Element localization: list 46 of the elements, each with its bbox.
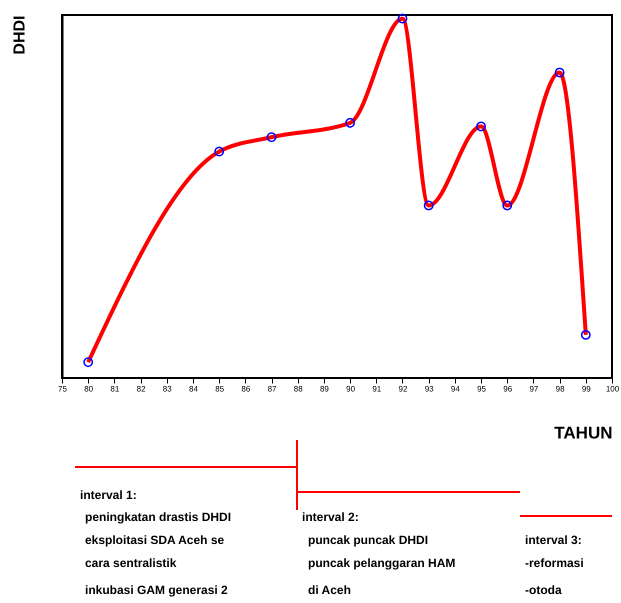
- point: [476, 121, 486, 132]
- point: [580, 330, 591, 340]
- text: puncak puncak DHDI: [308, 533, 428, 547]
- x-tick-label: 95: [477, 384, 487, 394]
- point: [214, 146, 224, 156]
- x-tick-label: 80: [84, 384, 94, 394]
- x-tick-label: 86: [241, 384, 251, 394]
- x-tick-label: 92: [398, 384, 408, 394]
- x-tick-label: 83: [162, 384, 172, 394]
- point: [398, 14, 408, 24]
- x-tick-label: 99: [582, 384, 592, 394]
- text: interval 1:: [80, 488, 137, 502]
- x-tick-label: 90: [346, 384, 356, 394]
- x-tick-label: 89: [320, 384, 330, 394]
- point: [554, 68, 565, 78]
- text: interval 2:: [302, 510, 359, 524]
- x-tick-label: 93: [424, 384, 434, 394]
- y-axis-title: DHDI: [12, 16, 28, 55]
- text: di Aceh: [308, 583, 351, 597]
- x-tick-label: 87: [268, 384, 278, 394]
- point: [345, 118, 356, 128]
- x-tick-label: 88: [294, 384, 304, 394]
- x-tick-label: 84: [189, 384, 198, 394]
- x-tick-label: 100: [606, 384, 620, 394]
- x-tick-label: 82: [136, 384, 146, 394]
- point: [424, 200, 434, 210]
- x-axis-title: TAHUN: [554, 424, 612, 442]
- text: cara sentralistik: [85, 556, 177, 570]
- text: peningkatan drastis DHDI: [85, 510, 232, 524]
- text: puncak pelanggaran HAM: [308, 556, 456, 570]
- x-tick-label: 94: [450, 384, 460, 394]
- x-tick-label: 75: [58, 384, 68, 394]
- text: -reformasi: [525, 556, 584, 570]
- point: [83, 357, 94, 368]
- text: -otoda: [525, 583, 562, 597]
- point: [266, 132, 276, 142]
- text: eksploitasi SDA Aceh se: [85, 533, 224, 547]
- point: [502, 200, 512, 210]
- x-tick-label: 81: [110, 384, 120, 394]
- x-tick-label: 85: [215, 384, 225, 394]
- text: inkubasi GAM generasi 2: [85, 583, 228, 597]
- x-tick-label: 91: [372, 384, 382, 394]
- text: interval 3:: [525, 533, 582, 547]
- x-tick-label: 98: [556, 384, 566, 394]
- x-tick-label: 96: [503, 384, 513, 394]
- x-tick-label: 97: [529, 384, 539, 394]
